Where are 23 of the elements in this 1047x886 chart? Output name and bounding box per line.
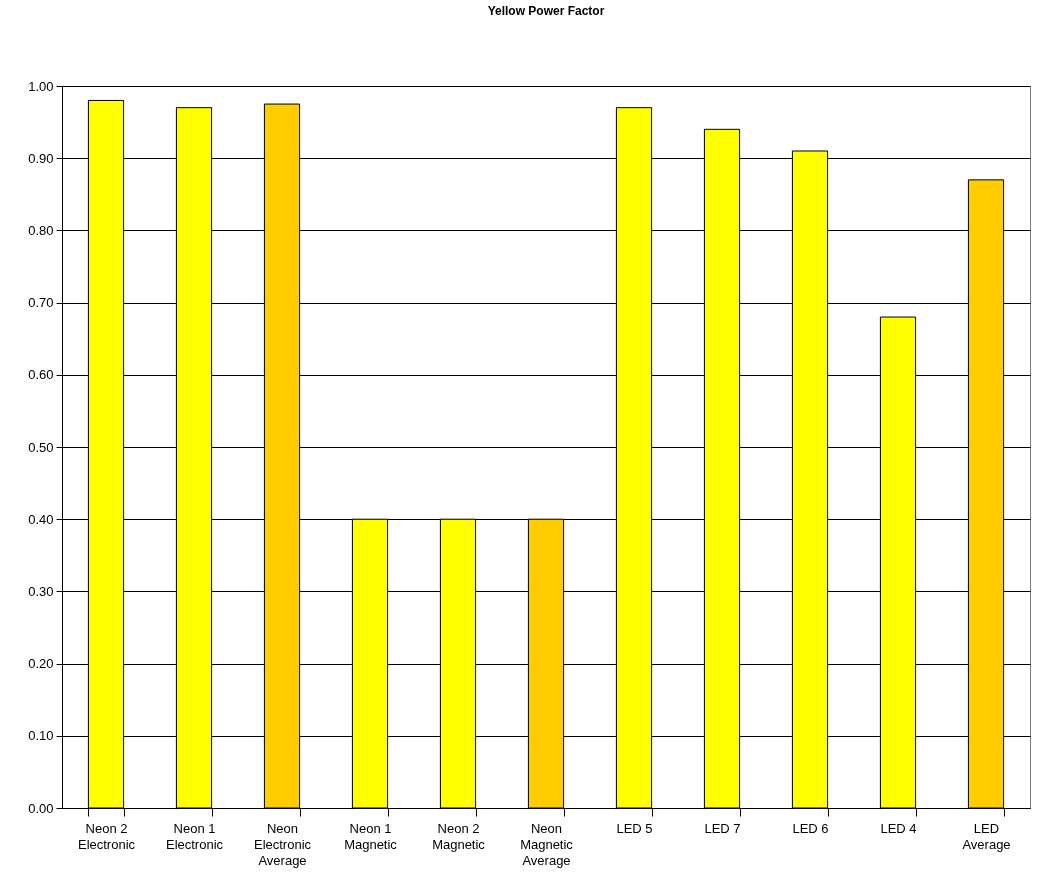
y-tick-label: 0.20 bbox=[28, 656, 54, 672]
y-tick-label: 0.70 bbox=[28, 295, 54, 311]
x-tick-label: Neon 2 Electronic bbox=[77, 820, 136, 852]
y-tick-label: 0.30 bbox=[28, 583, 54, 599]
y-tick-label: 0.60 bbox=[28, 367, 54, 383]
x-tick-label: LED 5 bbox=[616, 820, 653, 836]
y-tick-label: 0.90 bbox=[28, 150, 54, 166]
x-tick-label: Neon 2 Magnetic bbox=[432, 820, 486, 852]
x-tick-label: Neon 1 Electronic bbox=[165, 820, 224, 852]
y-tick-label: 0.40 bbox=[28, 511, 54, 527]
chart-title: Yellow Power Factor bbox=[487, 4, 605, 18]
x-tick-label: LED Average bbox=[962, 820, 1011, 852]
y-tick-label: 0.80 bbox=[28, 222, 54, 238]
x-tick-label: Neon Magnetic Average bbox=[520, 820, 574, 868]
x-tick-label: Neon 1 Magnetic bbox=[344, 820, 398, 852]
y-tick-label: 0.10 bbox=[28, 728, 54, 744]
x-tick-label: Neon Electronic Average bbox=[253, 820, 312, 868]
x-tick-label: LED 7 bbox=[704, 820, 741, 836]
y-tick-label: 0.50 bbox=[28, 439, 54, 455]
x-tick-label: LED 4 bbox=[880, 820, 917, 836]
y-tick-label: 1.00 bbox=[28, 78, 54, 94]
y-tick-label: 0.00 bbox=[28, 800, 54, 816]
x-tick-label: LED 6 bbox=[792, 820, 829, 836]
